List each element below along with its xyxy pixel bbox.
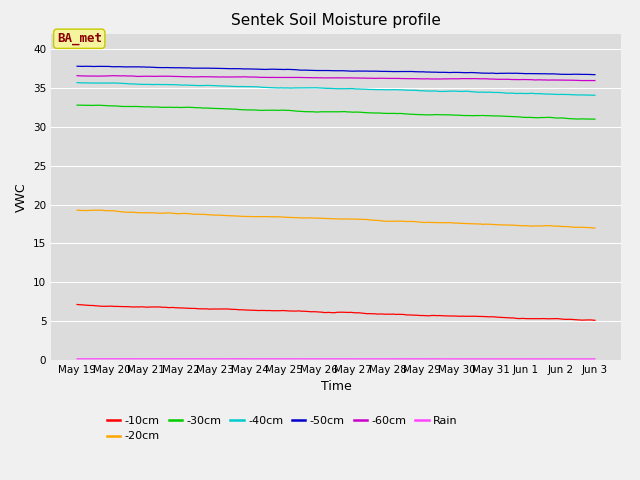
-40cm [242, 84, 250, 89]
Line: -40cm: -40cm [77, 83, 595, 95]
Line: -50cm: -50cm [77, 66, 595, 74]
Rain [580, 356, 588, 362]
-20cm [451, 220, 459, 226]
-30cm [73, 102, 81, 108]
Line: -60cm: -60cm [77, 76, 595, 81]
-10cm [73, 301, 81, 307]
-60cm [73, 73, 81, 79]
Rain [591, 356, 599, 362]
Y-axis label: VWC: VWC [15, 182, 28, 212]
-60cm [280, 74, 287, 80]
-60cm [575, 78, 583, 84]
-30cm [136, 104, 143, 109]
-60cm [451, 76, 459, 82]
-30cm [242, 107, 250, 113]
-20cm [591, 225, 599, 231]
-50cm [73, 63, 81, 69]
-20cm [400, 218, 408, 224]
-40cm [399, 87, 406, 93]
Rain [447, 356, 454, 362]
-10cm [136, 304, 143, 310]
X-axis label: Time: Time [321, 381, 351, 394]
-20cm [137, 210, 145, 216]
Title: Sentek Soil Moisture profile: Sentek Soil Moisture profile [231, 13, 441, 28]
-30cm [447, 112, 454, 118]
-60cm [137, 73, 145, 79]
-50cm [591, 72, 599, 77]
-10cm [591, 317, 599, 323]
Rain [399, 356, 406, 362]
-10cm [242, 307, 250, 313]
-50cm [242, 66, 250, 72]
-20cm [280, 215, 287, 220]
-10cm [278, 308, 286, 313]
Rain [450, 356, 458, 362]
Line: -10cm: -10cm [77, 304, 595, 320]
-40cm [73, 80, 81, 85]
-50cm [447, 70, 454, 75]
Line: -20cm: -20cm [77, 210, 595, 228]
-10cm [450, 313, 458, 319]
-50cm [278, 67, 286, 72]
-10cm [447, 313, 454, 319]
-50cm [590, 72, 598, 77]
-50cm [450, 70, 458, 75]
Rain [506, 356, 513, 361]
Line: -30cm: -30cm [77, 105, 595, 119]
-40cm [136, 81, 143, 87]
-40cm [591, 92, 599, 98]
Rain [242, 356, 250, 361]
-30cm [278, 107, 286, 113]
-10cm [399, 312, 406, 317]
-40cm [590, 92, 598, 98]
-60cm [243, 74, 251, 80]
-60cm [591, 78, 599, 84]
-60cm [448, 76, 456, 82]
Legend: -10cm, -20cm, -30cm, -40cm, -50cm, -60cm, Rain: -10cm, -20cm, -30cm, -40cm, -50cm, -60cm… [102, 411, 462, 446]
Rain [278, 356, 286, 362]
Rain [136, 356, 143, 362]
-20cm [243, 214, 251, 219]
-60cm [109, 73, 117, 79]
-50cm [399, 69, 406, 74]
-40cm [450, 88, 458, 94]
-20cm [448, 220, 456, 226]
Rain [73, 356, 81, 362]
-40cm [278, 85, 286, 91]
-50cm [136, 64, 143, 70]
-20cm [73, 207, 81, 213]
-20cm [89, 207, 97, 213]
-60cm [400, 76, 408, 82]
-30cm [450, 112, 458, 118]
-30cm [399, 111, 406, 117]
-40cm [447, 88, 454, 94]
Text: BA_met: BA_met [57, 32, 102, 45]
-30cm [591, 116, 599, 122]
